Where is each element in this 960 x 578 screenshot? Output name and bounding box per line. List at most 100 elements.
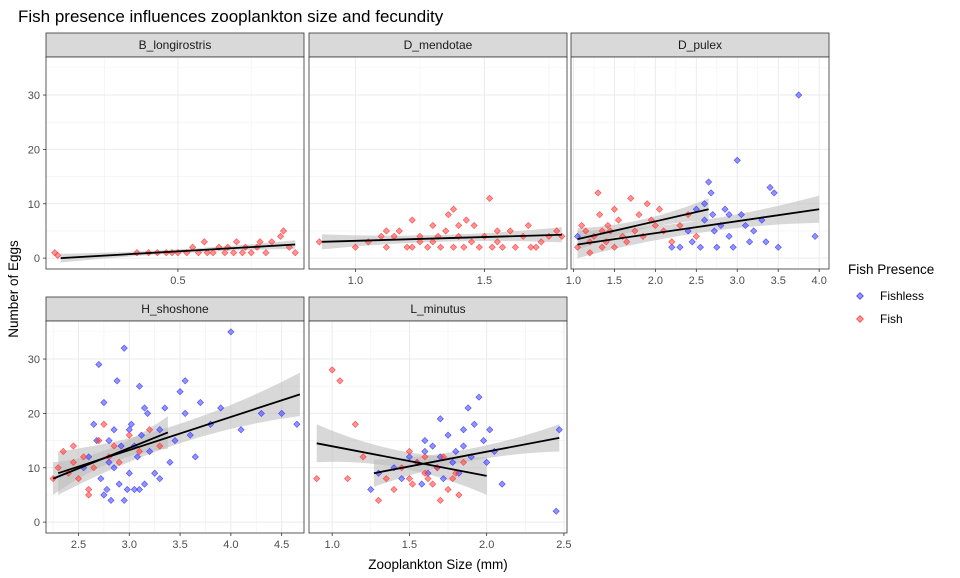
data-point-fish [351,243,359,251]
data-point-fish [156,442,164,450]
data-point-fishless [733,156,741,164]
data-point-fish [408,243,416,251]
data-point-fish [524,221,532,230]
data-point-fishless [555,426,563,434]
data-point-fishless [107,496,115,504]
data-point-fish [125,431,133,439]
data-point-fish [429,238,437,246]
data-point-fish [135,447,143,455]
legend: Fish Presence Fishless Fish [848,262,934,326]
data-point-fishless [125,426,133,434]
data-point-fish [486,194,494,202]
facet-d-mendotae: D_mendotae 1.0 1.5 [308,32,568,287]
facet-label: H_shoshone [141,302,209,316]
data-point-fish [444,211,452,219]
data-point-fishless [552,507,560,515]
data-point-fish [511,243,519,251]
data-point-fishless [498,480,506,488]
data-point-fish [676,221,684,230]
data-point-fish [74,475,83,483]
data-point-fishless [737,211,745,219]
data-point-fishless [770,189,778,197]
data-point-fishless [436,415,444,423]
data-point-fish [374,496,383,504]
data-point-fishless [418,480,426,488]
x-tick-label: 4.0 [812,275,827,287]
data-point-fishless [710,227,718,235]
data-point-fishless [113,377,121,385]
data-point-fish [643,200,651,208]
data-point-fishless [156,475,164,483]
data-point-fish [455,491,463,499]
data-point-fish [468,238,476,246]
data-point-fishless [795,91,803,99]
data-point-fish [537,238,545,246]
data-point-fishless [483,458,491,466]
data-point-fish [238,249,246,257]
data-point-fishless [713,243,721,251]
data-point-fishless [367,485,375,494]
x-tick-label: 1.0 [566,275,581,287]
data-point-fish [421,453,429,461]
y-tick-label: 20 [28,144,40,156]
data-point-fish [382,475,390,483]
data-point-fish [395,227,403,235]
data-point-fishless [725,232,733,240]
data-point-fishless [137,431,146,439]
data-point-fish [598,243,606,251]
chart-title: Fish presence influences zooplankton siz… [18,7,444,26]
data-point-fishless [125,469,133,477]
data-point-fish [578,221,586,230]
legend-label-fishless: Fishless [880,289,924,303]
legend-key-fishless [856,292,864,300]
data-point-fishless [130,485,138,494]
data-point-fishless [811,232,819,240]
x-tick-label: 1.5 [477,275,492,287]
data-point-fishless [90,420,98,428]
data-point-fish [351,420,359,428]
legend-key-fish [856,315,864,323]
data-point-fishless [668,243,676,251]
data-point-fishless [186,431,194,439]
data-point-fishless [227,328,235,336]
data-point-fishless [741,221,749,230]
data-point-fish [444,485,452,494]
data-point-fishless [398,475,406,483]
data-point-fish [582,227,590,235]
facet-h-shoshone: H_shoshone 0 10 20 30 2.5 3.0 3.5 4.0 4.5 [28,296,305,551]
data-point-fishless [127,420,135,428]
data-point-fish [692,232,700,240]
data-point-fish [203,249,211,257]
data-point-fish [85,485,93,494]
data-point-fishless [688,238,696,246]
facet-label: B_longirostris [139,38,212,52]
x-tick-label: 2.5 [71,539,86,551]
data-point-fish [336,377,344,385]
data-point-fish [614,216,623,224]
data-point-fishless [103,485,111,494]
data-point-fishless [176,388,184,396]
data-point-fishless [475,393,483,401]
data-point-fish [506,227,514,235]
data-point-fish [69,442,77,450]
data-point-fishless [217,404,225,412]
data-point-fish [390,232,398,240]
data-point-fish [390,485,398,494]
data-point-fish [256,238,264,246]
data-point-fish [651,221,659,230]
data-point-fish [655,205,663,213]
data-point-fish [475,243,483,251]
y-tick-label: 20 [28,408,40,420]
data-point-fishless [449,458,457,466]
data-point-fishless [700,200,709,208]
data-point-fish [449,243,458,251]
data-point-fishless [700,216,709,224]
data-point-fishless [766,183,774,191]
data-point-fishless [470,420,478,428]
facet-d-pulex: D_pulex 1.0 1.5 2.0 2.5 3.0 3.5 4.0 [566,32,830,287]
data-point-fishless [257,409,265,417]
data-point-fishless [421,437,429,445]
data-point-fishless [156,426,164,434]
fit-line-fish [60,243,296,260]
data-point-fish [80,453,88,461]
